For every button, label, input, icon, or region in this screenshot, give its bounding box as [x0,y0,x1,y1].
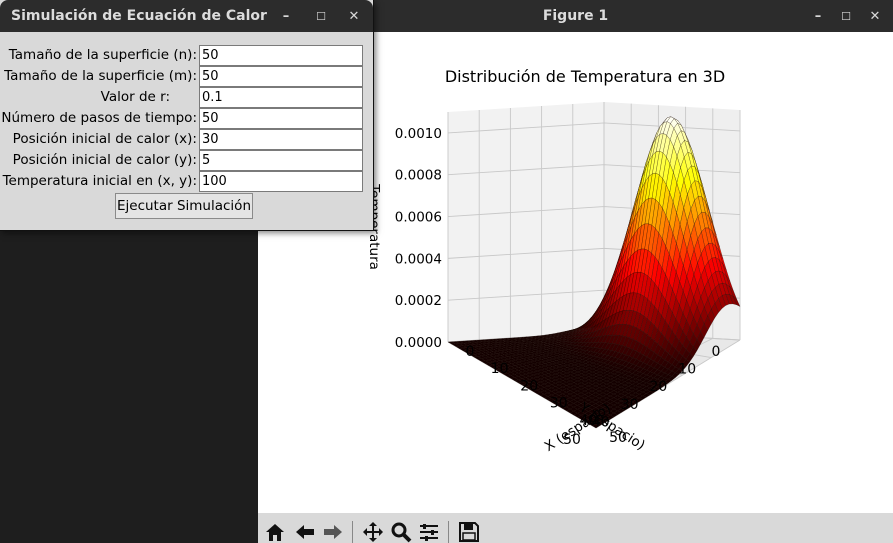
save-icon[interactable] [458,521,480,543]
x-tick-label: 10 [491,361,509,377]
configure-icon[interactable] [418,521,440,543]
matplotlib-toolbar [258,513,893,543]
time-steps-label: Número de pasos de tiempo: [1,110,197,126]
z-tick-label: 0.0004 [395,251,442,267]
x-tick-label: 50 [609,430,627,446]
z-tick-label: 0.0002 [395,293,442,309]
z-tick-label: 0.0008 [395,168,442,184]
back-icon[interactable] [294,521,316,543]
initial-temp-label: Temperatura inicial en (x, y): [2,173,197,189]
initial-temp-input[interactable] [199,171,363,192]
simulation-dialog: Simulación de Ecuación de Calor – ☐ ✕ Ta… [0,0,374,231]
field-row-pos-y: Posición inicial de calor (y): [0,150,373,171]
home-icon[interactable] [264,521,286,543]
y-tick-label: 10 [678,362,696,378]
surface-n-input[interactable] [199,45,363,66]
z-tick-label: 0.0000 [395,335,442,351]
dialog-close-button[interactable]: ✕ [348,8,360,24]
r-value-input[interactable] [199,87,363,108]
figure-canvas[interactable]: Distribución de Temperatura en 3D 0 10 20 3… [258,32,893,513]
x-tick-label: 20 [520,378,538,394]
r-value-label: Valor de r: [100,89,170,105]
y-tick-label: 20 [649,379,667,395]
dialog-minimize-button[interactable]: – [282,8,290,24]
time-steps-input[interactable] [199,108,363,129]
field-row-n: Tamaño de la superficie (n): [0,45,373,66]
back-pane-left [448,102,604,342]
y-tick-label: 50 [563,432,581,448]
surface-m-label: Tamaño de la superficie (m): [4,68,197,84]
y-tick-label: 40 [592,414,610,430]
heat-y-label: Posición inicial de calor (y): [12,152,197,168]
surface-patch [592,423,600,429]
toolbar-separator [448,521,449,543]
field-row-steps: Número de pasos de tiempo: [0,108,373,129]
surface-n-label: Tamaño de la superficie (n): [8,47,197,63]
heat-x-input[interactable] [199,129,363,150]
axis-ticks: 01020304050010203040500.00000.00020.0004… [395,126,721,448]
y-tick-label: 0 [712,344,721,360]
field-row-m: Tamaño de la superficie (m): [0,66,373,87]
field-row-pos-x: Posición inicial de calor (x): [0,129,373,150]
z-tick-label: 0.0006 [395,210,442,226]
surface-m-input[interactable] [199,66,363,87]
forward-icon[interactable] [322,521,344,543]
surface-plot: Distribución de Temperatura en 3D 0 10 20 3… [366,67,741,455]
dialog-maximize-button[interactable]: ☐ [316,9,326,23]
figure-maximize-button[interactable]: ☐ [841,9,851,23]
zoom-icon[interactable] [390,521,412,543]
dialog-titlebar: Simulación de Ecuación de Calor – ☐ ✕ [0,0,373,32]
z-tick-label: 0.0010 [395,126,442,142]
pan-icon[interactable] [362,521,384,543]
x-tick-label: 40 [579,413,597,429]
figure-close-button[interactable]: ✕ [869,8,881,24]
chart-title: Distribución de Temperatura en 3D [445,67,725,86]
toolbar-separator [352,521,353,543]
dialog-title: Simulación de Ecuación de Calor [11,8,267,24]
run-simulation-button[interactable]: Ejecutar Simulación [115,193,253,219]
x-tick-label: 0 [466,344,475,360]
field-row-temp: Temperatura inicial en (x, y): [0,171,373,192]
y-tick-label: 30 [621,397,639,413]
figure-minimize-button[interactable]: – [814,8,822,24]
heat-y-input[interactable] [199,150,363,171]
temperature-surface [447,116,741,429]
x-tick-label: 30 [550,396,568,412]
gridline-z [447,122,741,134]
heat-x-label: Posición inicial de calor (x): [12,131,197,147]
field-row-r: Valor de r: [0,87,373,108]
